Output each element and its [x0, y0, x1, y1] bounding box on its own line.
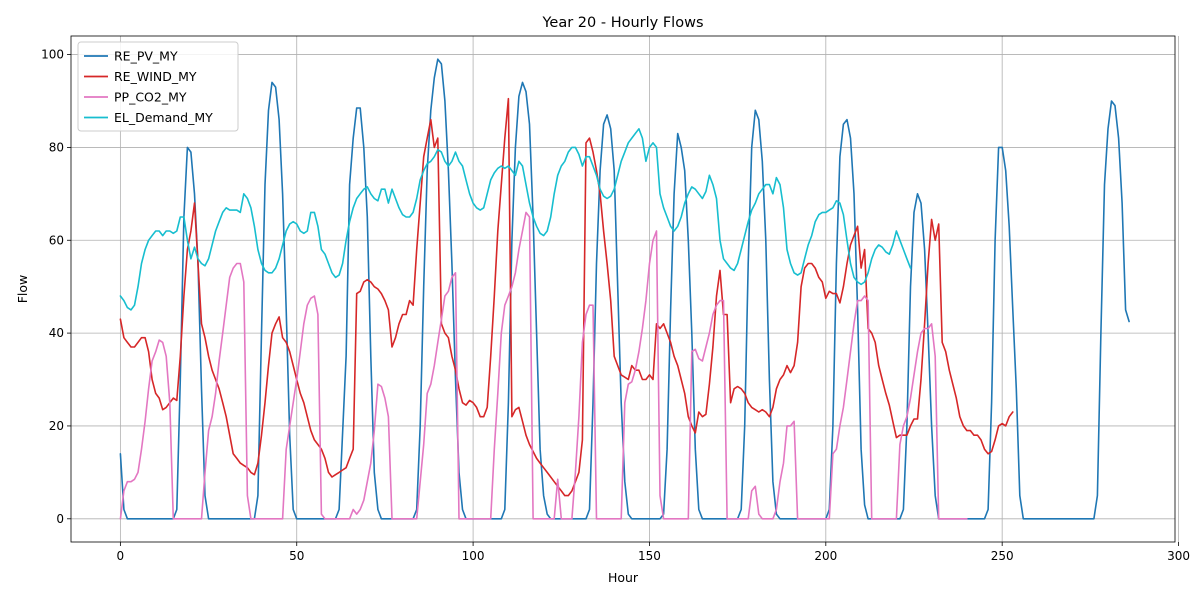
series-line-el-demand-my	[119, 128, 912, 311]
plot-frame	[70, 35, 1176, 543]
x-tick-label: 300	[1167, 549, 1190, 563]
x-tick-label: 100	[462, 549, 485, 563]
x-tick-label: 150	[638, 549, 661, 563]
legend-label: RE_PV_MY	[114, 49, 178, 64]
x-axis-label: Hour	[608, 570, 639, 585]
y-axis-label: Flow	[15, 275, 30, 304]
x-axis-ticks: 0 50 100 150 200 250 300	[117, 542, 1190, 563]
y-tick-label: 60	[49, 233, 64, 247]
y-axis-ticks: 0 20 40 60 80 100	[41, 48, 71, 526]
legend-label: PP_CO2_MY	[114, 90, 187, 105]
series-line-re-pv-my	[119, 58, 1130, 520]
y-tick-label: 80	[49, 140, 64, 154]
series-layer	[119, 58, 1130, 520]
x-tick-label: 200	[814, 549, 837, 563]
legend-label: RE_WIND_MY	[114, 69, 197, 84]
x-tick-label: 0	[117, 549, 125, 563]
y-tick-label: 20	[49, 419, 64, 433]
y-tick-label: 0	[56, 512, 64, 526]
series-line-re-wind-my	[119, 97, 1014, 497]
y-tick-label: 40	[49, 326, 64, 340]
x-tick-label: 250	[991, 549, 1014, 563]
legend: RE_PV_MY RE_WIND_MY PP_CO2_MY EL_Demand_MY	[77, 41, 239, 132]
series-line-pp-co2-my	[119, 211, 968, 520]
legend-box	[77, 41, 239, 132]
y-tick-label: 100	[41, 48, 64, 62]
chart-title: Year 20 - Hourly Flows	[541, 15, 703, 31]
x-tick-label: 50	[289, 549, 304, 563]
legend-label: EL_Demand_MY	[114, 110, 213, 125]
